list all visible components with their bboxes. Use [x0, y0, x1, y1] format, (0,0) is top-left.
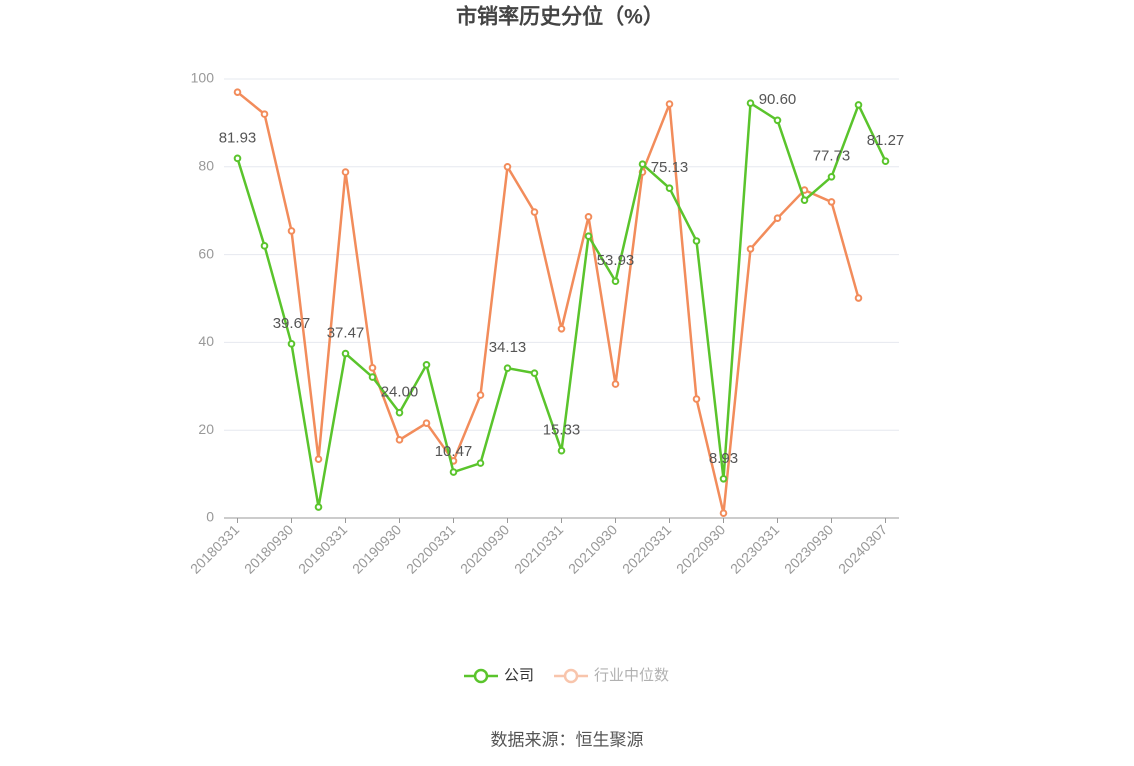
point: [368, 364, 377, 372]
point: [854, 101, 863, 109]
x-tick-label: 20230331: [727, 521, 783, 577]
point: [746, 245, 755, 253]
point: [503, 163, 512, 171]
x-tick-label: 20230930: [781, 521, 837, 577]
data-label: 15.33: [543, 422, 581, 439]
point: [422, 419, 431, 427]
point: [260, 110, 269, 118]
point: [314, 455, 323, 463]
x-tick-label: 20180331: [187, 521, 243, 577]
data-label: 34.13: [489, 339, 527, 356]
point: [665, 184, 674, 192]
x-tick-label: 20220930: [673, 521, 729, 577]
x-tick-label: 20210331: [511, 521, 567, 577]
data-label: 39.67: [273, 315, 311, 332]
legend-label: 公司: [504, 667, 534, 684]
point: [692, 395, 701, 403]
data-label: 37.47: [327, 324, 365, 341]
x-tick-label: 20180930: [241, 521, 297, 577]
point: [773, 214, 782, 222]
point: [854, 294, 863, 302]
series-line: [236, 91, 860, 514]
point: [341, 349, 350, 358]
x-tick-label: 20200331: [403, 521, 459, 577]
y-tick-label: 80: [198, 158, 214, 174]
point: [260, 242, 269, 250]
point: [719, 474, 728, 483]
point: [557, 324, 566, 333]
data-label: 81.27: [867, 132, 905, 149]
series-line: [236, 100, 887, 508]
y-tick-label: 20: [198, 421, 214, 437]
point: [476, 391, 485, 399]
data-label: 77.73: [813, 148, 851, 165]
point: [719, 509, 728, 517]
data-label: 24.00: [381, 384, 419, 401]
x-tick-label: 20240307: [835, 521, 891, 577]
point: [584, 232, 593, 240]
point: [773, 116, 782, 125]
legend-label: 行业中位数: [594, 667, 669, 684]
chart-title: 市销率历史分位（%）: [456, 5, 664, 29]
point: [395, 436, 404, 444]
x-tick-label: 20190331: [295, 521, 351, 577]
legend-marker: [473, 668, 489, 684]
point: [314, 503, 323, 511]
point: [557, 446, 566, 455]
legend-marker: [563, 668, 579, 684]
point: [827, 198, 836, 206]
data-label: 75.13: [651, 159, 689, 176]
point: [395, 408, 404, 417]
data-label: 53.93: [597, 252, 635, 269]
point: [233, 88, 242, 96]
point: [611, 277, 620, 286]
x-tick-label: 20220331: [619, 521, 675, 577]
data-label: 90.60: [759, 91, 797, 108]
point: [665, 100, 674, 108]
point: [584, 213, 593, 221]
point: [503, 364, 512, 372]
point: [449, 468, 458, 476]
point: [368, 373, 377, 381]
source: 数据来源：恒生聚源: [491, 730, 644, 749]
legend-item: 公司: [464, 667, 534, 684]
point: [530, 369, 539, 377]
point: [422, 360, 431, 369]
point: [638, 160, 647, 168]
x-tick-label: 20210930: [565, 521, 621, 577]
point: [233, 154, 242, 163]
y-tick-label: 40: [198, 333, 214, 349]
y-tick-label: 0: [206, 509, 214, 525]
x-tick-label: 20190930: [349, 521, 405, 577]
point: [476, 459, 485, 467]
point: [530, 208, 539, 216]
point: [341, 168, 350, 176]
point: [827, 172, 836, 181]
point: [287, 227, 296, 235]
point: [746, 99, 755, 107]
y-tick-label: 100: [191, 70, 215, 86]
point: [881, 157, 890, 166]
point: [611, 380, 620, 388]
data-label: 8.93: [709, 450, 738, 467]
y-tick-label: 60: [198, 245, 214, 261]
point: [287, 340, 296, 348]
point: [800, 196, 809, 204]
data-label: 81.93: [219, 129, 257, 146]
data-label: 10.47: [435, 443, 473, 460]
point: [692, 237, 701, 245]
x-tick-label: 20200930: [457, 521, 513, 577]
legend-item: 行业中位数: [554, 667, 669, 684]
